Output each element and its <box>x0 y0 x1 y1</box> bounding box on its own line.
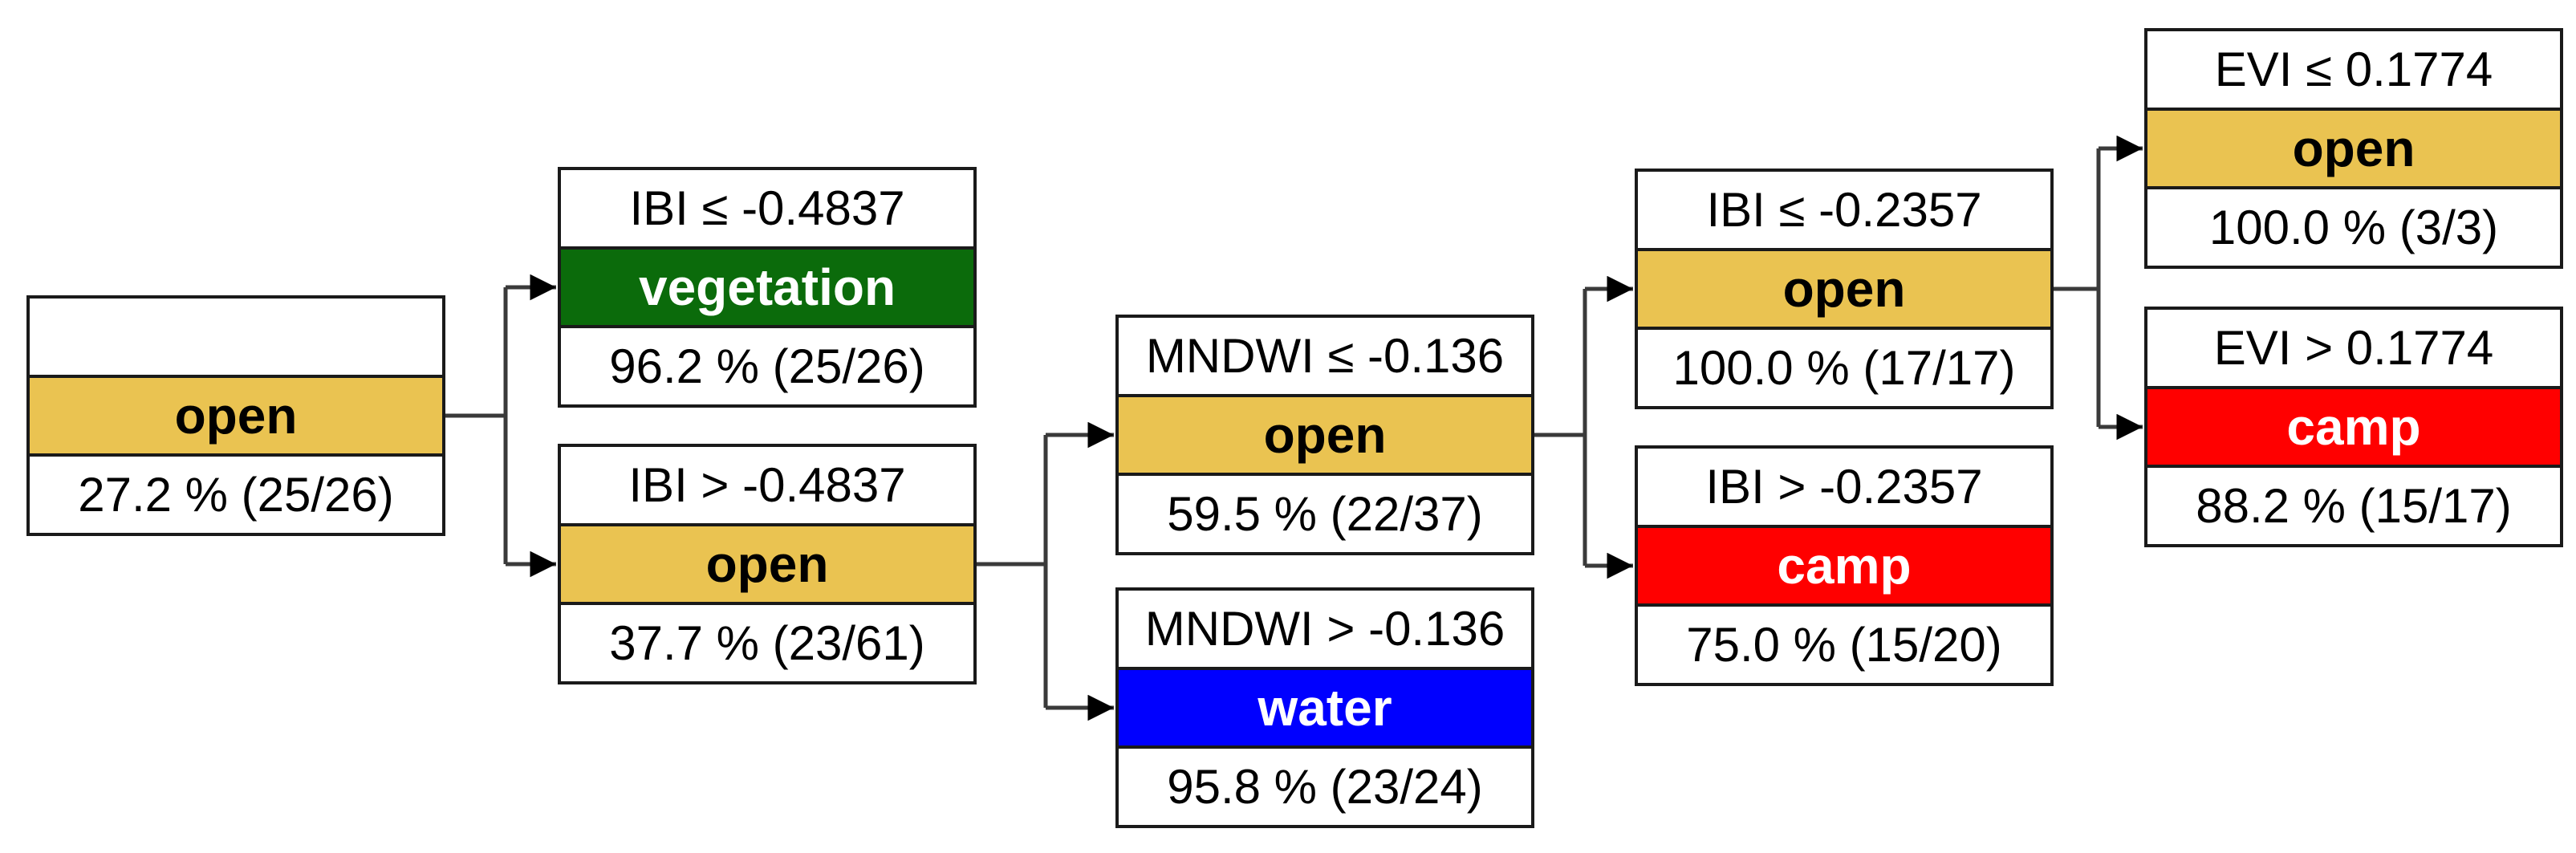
node-vegetation-leaf: IBI ≤ -0.4837 vegetation 96.2 % (25/26) <box>558 167 977 408</box>
node-open-mndwi: MNDWI ≤ -0.136 open 59.5 % (22/37) <box>1115 315 1534 555</box>
node-class-label: open <box>1638 247 2050 331</box>
node-class-label: camp <box>2147 385 2560 469</box>
node-stat: 37.7 % (23/61) <box>609 616 925 671</box>
node-camp-ibi: IBI > -0.2357 camp 75.0 % (15/20) <box>1635 445 2054 686</box>
node-condition: EVI ≤ 0.1774 <box>2214 42 2493 96</box>
node-stat: 95.8 % (23/24) <box>1167 760 1483 814</box>
node-class-label: camp <box>1638 524 2050 607</box>
node-condition: MNDWI > -0.136 <box>1144 601 1505 656</box>
node-open-evi: EVI ≤ 0.1774 open 100.0 % (3/3) <box>2144 28 2563 269</box>
node-condition: IBI > -0.4837 <box>628 457 906 512</box>
node-stat: 27.2 % (25/26) <box>78 468 394 522</box>
node-class-label: open <box>2147 107 2560 190</box>
node-condition <box>30 299 442 375</box>
node-stat: 59.5 % (22/37) <box>1167 487 1483 542</box>
node-stat: 96.2 % (25/26) <box>609 339 925 394</box>
node-stat: 88.2 % (15/17) <box>2196 479 2512 534</box>
node-class-label: open <box>1119 393 1531 477</box>
node-class-label: vegetation <box>561 246 973 329</box>
node-class-label: open <box>561 522 973 606</box>
node-stat: 100.0 % (17/17) <box>1672 341 2016 396</box>
node-stat: 100.0 % (3/3) <box>2208 201 2499 255</box>
node-class-label: water <box>1119 666 1531 749</box>
node-condition: MNDWI ≤ -0.136 <box>1145 328 1505 383</box>
node-stat: 75.0 % (15/20) <box>1686 618 2002 672</box>
node-camp-evi: EVI > 0.1774 camp 88.2 % (15/17) <box>2144 307 2563 547</box>
node-condition: IBI ≤ -0.2357 <box>1706 182 1982 237</box>
node-condition: IBI ≤ -0.4837 <box>629 181 905 235</box>
node-class-label: open <box>30 374 442 457</box>
node-open-ibi1: IBI > -0.4837 open 37.7 % (23/61) <box>558 444 977 684</box>
node-open-ibi2: IBI ≤ -0.2357 open 100.0 % (17/17) <box>1635 169 2054 409</box>
node-water-leaf: MNDWI > -0.136 water 95.8 % (23/24) <box>1115 587 1534 828</box>
node-root: open 27.2 % (25/26) <box>26 295 445 536</box>
node-condition: EVI > 0.1774 <box>2213 320 2494 375</box>
node-condition: IBI > -0.2357 <box>1705 459 1983 514</box>
